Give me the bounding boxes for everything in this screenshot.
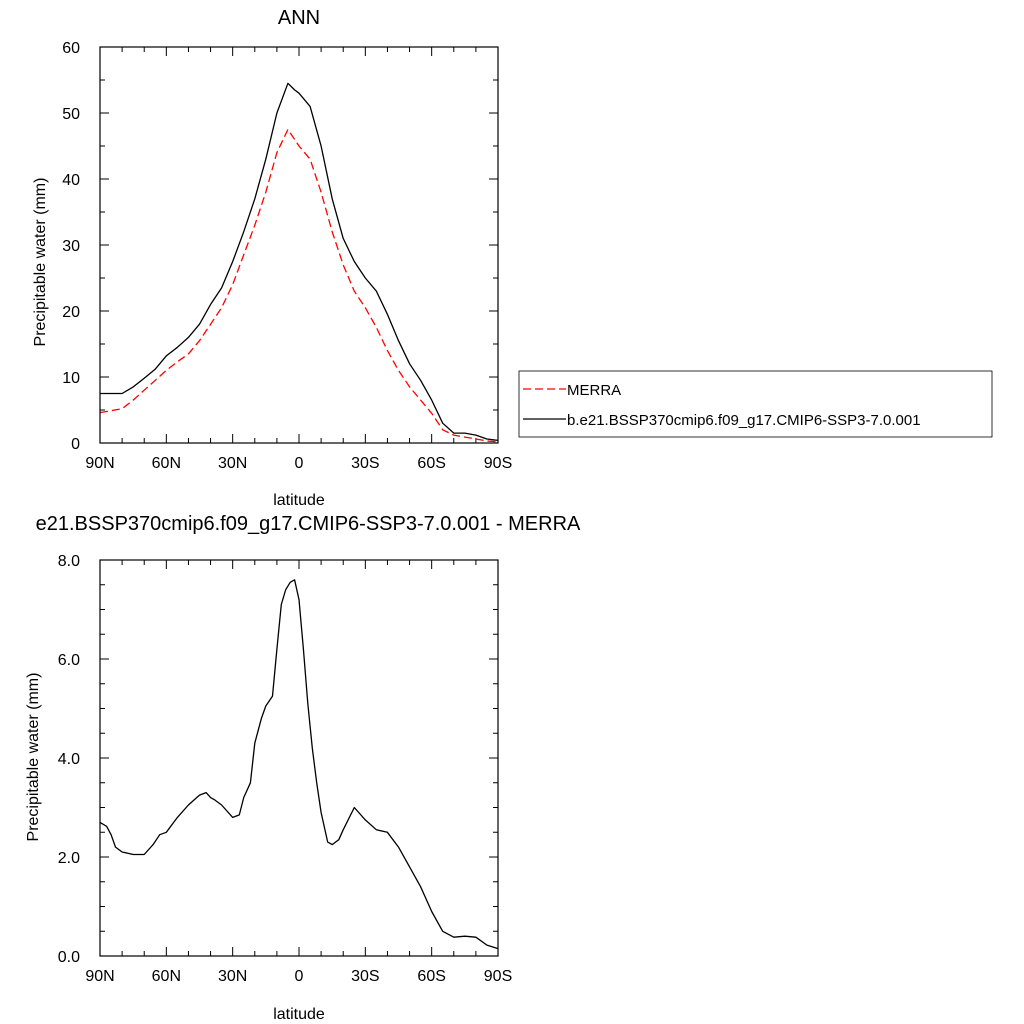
bottom-series-line-0 bbox=[99, 579, 499, 950]
bottom-x-tick-label: 60S bbox=[417, 968, 445, 985]
top-x-tick-label: 60N bbox=[152, 455, 181, 472]
top-chart-title: ANN bbox=[278, 7, 320, 29]
bottom-lines bbox=[99, 579, 499, 950]
top-lines bbox=[99, 82, 499, 443]
bottom-x-tick-label: 60N bbox=[152, 968, 181, 985]
bottom-ticks: 90N 60N 30N 0 30S 60S 90S 0.0 2.0 4.0 6.0 8.0 bbox=[58, 553, 512, 985]
top-y-tick-label: 50 bbox=[62, 106, 80, 123]
bottom-y-tick-label: 4.0 bbox=[58, 751, 80, 768]
bottom-chart-title: e21.BSSP370cmip6.f09_g17.CMIP6-SSP3-7.0.… bbox=[36, 513, 581, 535]
legend-box bbox=[518, 370, 993, 438]
top-x-tick-label: 90S bbox=[484, 455, 512, 472]
legend: MERRA b.e21.BSSP370cmip6.f09_g17.CMIP6-S… bbox=[518, 370, 993, 438]
top-x-tick-label: 60S bbox=[417, 455, 445, 472]
top-panel: ANN latitude Precipitable water (mm) 90N… bbox=[32, 7, 512, 509]
bottom-plot-frame bbox=[99, 559, 499, 957]
top-x-axis-label: latitude bbox=[273, 492, 325, 509]
bottom-y-axis-label: Precipitable water (mm) bbox=[25, 673, 42, 842]
bottom-x-tick-label: 0 bbox=[295, 968, 304, 985]
top-y-tick-label: 60 bbox=[62, 40, 80, 57]
top-y-tick-label: 20 bbox=[62, 304, 80, 321]
top-series-line-1 bbox=[100, 82, 499, 442]
top-y-tick-label: 40 bbox=[62, 172, 80, 189]
top-y-tick-label: 10 bbox=[62, 370, 80, 387]
bottom-x-tick-label: 30N bbox=[218, 968, 247, 985]
bottom-x-axis-label: latitude bbox=[273, 1006, 325, 1023]
top-plot-frame bbox=[99, 46, 499, 444]
top-series-line-0 bbox=[99, 128, 499, 443]
bottom-x-tick-label: 90N bbox=[85, 968, 114, 985]
bottom-y-tick-label: 0.0 bbox=[58, 949, 80, 966]
bottom-y-tick-label: 8.0 bbox=[58, 553, 80, 570]
bottom-y-tick-label: 2.0 bbox=[58, 850, 80, 867]
bottom-y-tick-label: 6.0 bbox=[58, 652, 80, 669]
top-x-tick-label: 90N bbox=[85, 455, 114, 472]
top-x-tick-label: 30S bbox=[351, 455, 379, 472]
top-x-tick-label: 0 bbox=[295, 455, 304, 472]
top-y-tick-label: 0 bbox=[71, 436, 80, 453]
bottom-panel: e21.BSSP370cmip6.f09_g17.CMIP6-SSP3-7.0.… bbox=[25, 513, 581, 1023]
bottom-x-tick-label: 90S bbox=[484, 968, 512, 985]
top-y-tick-label: 30 bbox=[62, 238, 80, 255]
top-x-tick-label: 30N bbox=[218, 455, 247, 472]
legend-merra-label: MERRA bbox=[567, 382, 621, 399]
bottom-x-tick-label: 30S bbox=[351, 968, 379, 985]
top-y-axis-label: Precipitable water (mm) bbox=[32, 178, 49, 347]
legend-model-label: b.e21.BSSP370cmip6.f09_g17.CMIP6-SSP3-7.… bbox=[567, 412, 921, 429]
top-ticks: 90N 60N 30N 0 30S 60S 90S 0 10 20 30 40 50 60 bbox=[62, 40, 512, 472]
